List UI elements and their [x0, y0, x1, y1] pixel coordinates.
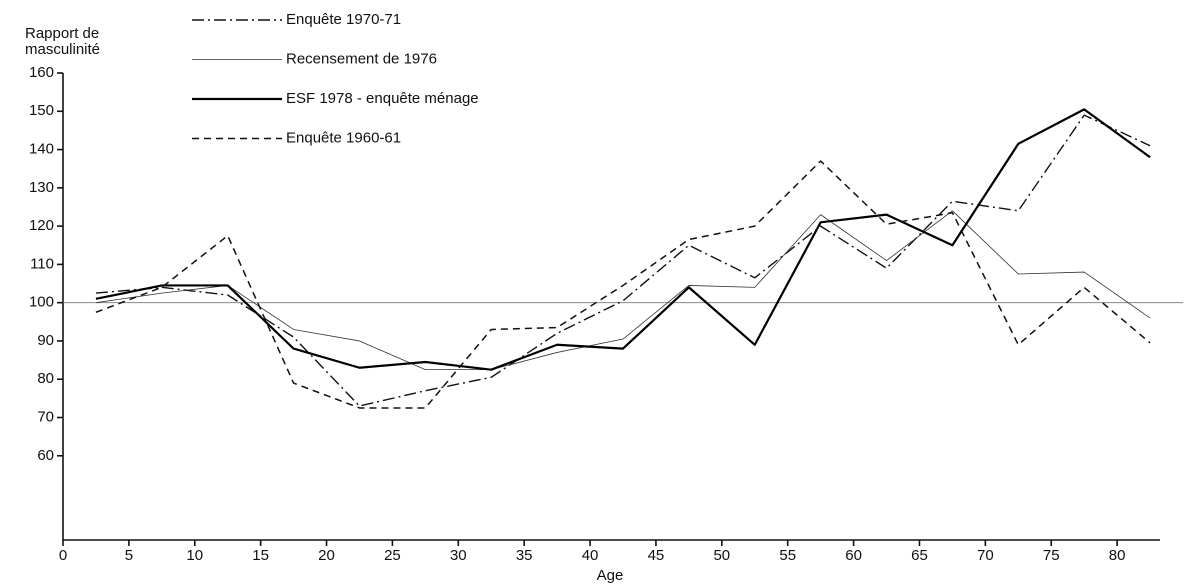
series-line [95, 210, 1151, 371]
legend-label: ESF 1978 - enquête ménage [286, 90, 479, 107]
x-tick-label: 15 [252, 547, 269, 564]
y-tick-label: 60 [37, 447, 54, 464]
y-axis-label: Rapport de [25, 25, 99, 42]
series-line [95, 160, 1151, 409]
x-tick-label: 65 [911, 547, 928, 564]
y-tick-label: 90 [37, 332, 54, 349]
legend-label: Enquête 1960-61 [286, 129, 401, 146]
y-tick-label: 150 [29, 102, 54, 119]
series-line [95, 114, 1151, 407]
x-tick-label: 55 [779, 547, 796, 564]
x-tick-label: 30 [450, 547, 467, 564]
x-tick-label: 50 [713, 547, 730, 564]
y-tick-label: 100 [29, 294, 54, 311]
y-tick-label: 120 [29, 217, 54, 234]
legend-label: Enquête 1970-71 [286, 11, 401, 28]
y-tick-label: 140 [29, 141, 54, 158]
series-line [95, 108, 1151, 371]
x-tick-label: 45 [648, 547, 665, 564]
y-tick-label: 70 [37, 408, 54, 425]
legend-label: Recensement de 1976 [286, 50, 437, 67]
x-tick-label: 10 [186, 547, 203, 564]
x-tick-label: 75 [1043, 547, 1060, 564]
y-tick-label: 130 [29, 179, 54, 196]
x-tick-label: 60 [845, 547, 862, 564]
x-tick-label: 70 [977, 547, 994, 564]
y-axis-label: masculinité [25, 41, 100, 58]
x-tick-label: 25 [384, 547, 401, 564]
x-tick-label: 40 [582, 547, 599, 564]
y-tick-label: 160 [29, 64, 54, 81]
x-tick-label: 0 [59, 547, 67, 564]
x-tick-label: 5 [125, 547, 133, 564]
x-tick-label: 80 [1109, 547, 1126, 564]
y-tick-label: 110 [30, 255, 54, 272]
x-tick-label: 35 [516, 547, 533, 564]
x-axis-label: Age [597, 567, 624, 584]
y-tick-label: 80 [37, 370, 54, 387]
x-tick-label: 20 [318, 547, 335, 564]
